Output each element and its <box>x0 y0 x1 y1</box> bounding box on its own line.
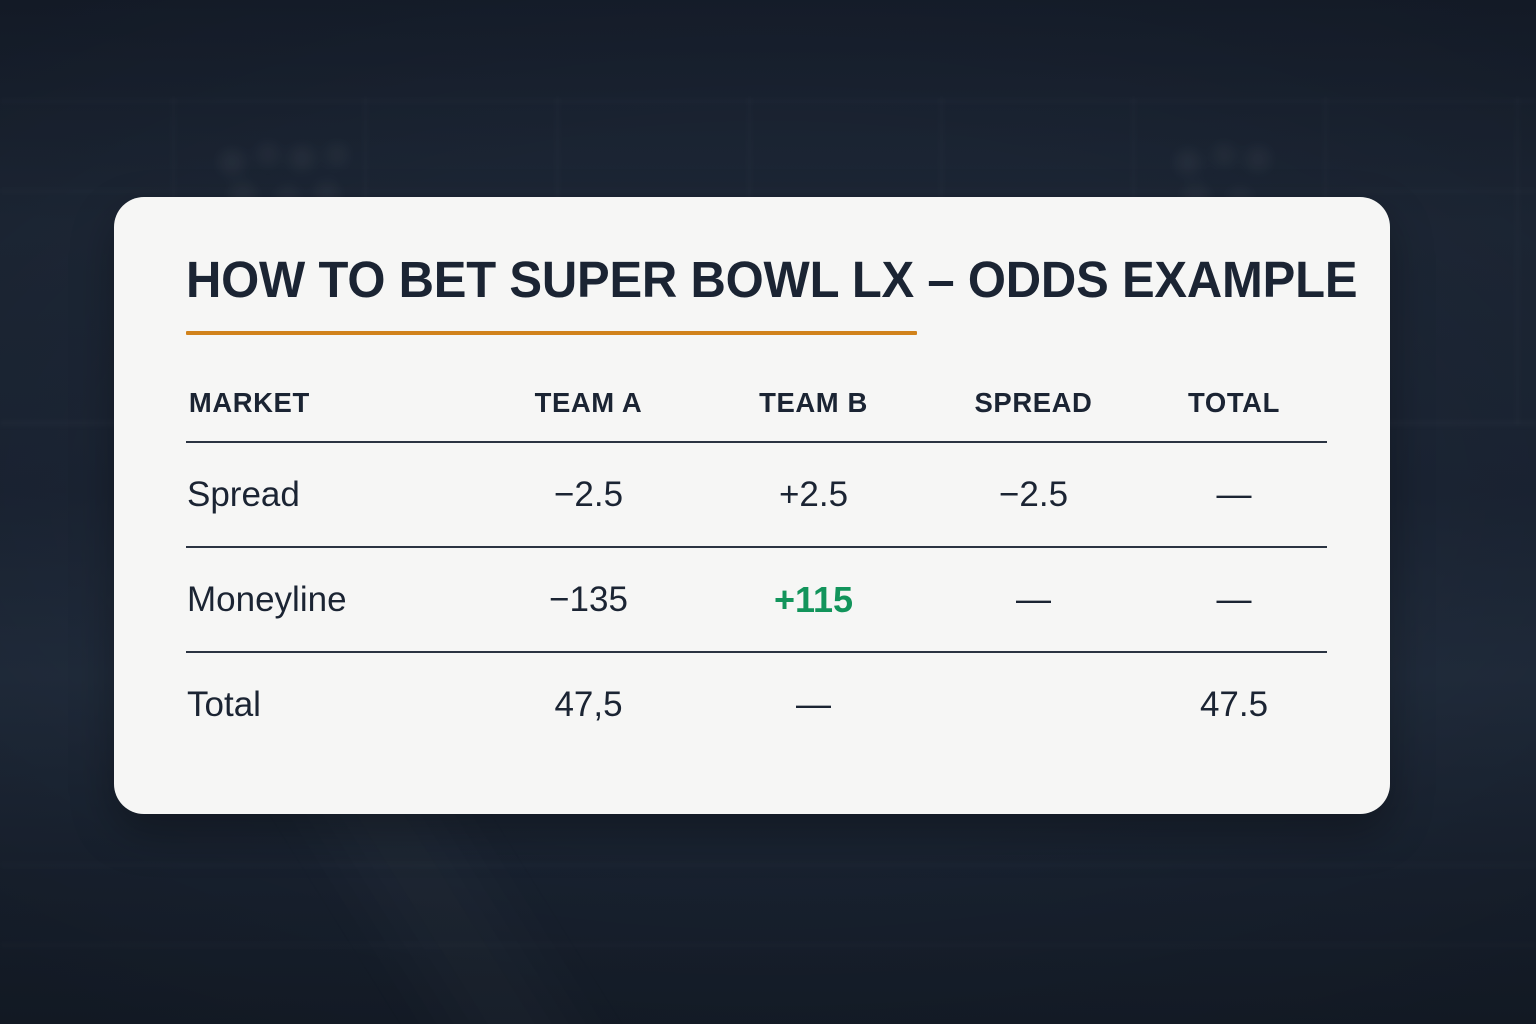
odds-table-body: Spread −2.5 +2.5 −2.5 — Moneyline −135 +… <box>186 442 1327 756</box>
table-row: Moneyline −135 +115 — — <box>186 547 1327 653</box>
table-row: Spread −2.5 +2.5 −2.5 — <box>186 442 1327 548</box>
column-header-team-b: TEAM B <box>759 387 868 418</box>
cell-total: — <box>1141 547 1327 653</box>
cell-spread: — <box>926 547 1141 653</box>
cell-market: Moneyline <box>186 547 476 653</box>
cell-market: Spread <box>186 442 476 548</box>
column-header-spread: SPREAD <box>974 387 1093 418</box>
odds-table-header: MARKET TEAM A TEAM B SPREAD TOTAL <box>186 387 1327 442</box>
odds-table: MARKET TEAM A TEAM B SPREAD TOTAL Spread… <box>186 387 1327 756</box>
cell-total: — <box>1141 442 1327 548</box>
cell-team-a: 47,5 <box>554 684 623 724</box>
table-header-row: MARKET TEAM A TEAM B SPREAD TOTAL <box>186 387 1327 442</box>
cell-spread <box>926 652 1141 756</box>
column-header-team-a: TEAM A <box>534 387 643 418</box>
odds-example-card: HOW TO BET SUPER BOWL LX – ODDS EXAMPLE … <box>114 197 1390 814</box>
cell-team-a: −2.5 <box>476 442 701 548</box>
cell-spread: −2.5 <box>926 442 1141 548</box>
column-header-market: MARKET <box>188 387 310 418</box>
cell-total: 47.5 <box>1199 684 1269 724</box>
cell-market: Total <box>187 684 261 724</box>
card-title: HOW TO BET SUPER BOWL LX – ODDS EXAMPLE <box>186 251 1358 308</box>
title-underline-rule <box>186 331 917 335</box>
cell-team-a: −135 <box>476 547 701 653</box>
cell-team-b: +2.5 <box>701 442 926 548</box>
cell-team-b: — <box>796 684 831 724</box>
column-header-total: TOTAL <box>1188 387 1280 418</box>
cell-team-b-highlighted: +115 <box>701 547 926 653</box>
table-row: Total 47,5 — 47.5 <box>186 652 1327 756</box>
